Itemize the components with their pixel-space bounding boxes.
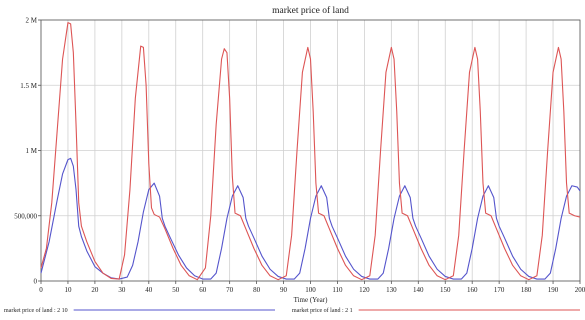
x-tick-label: 30 [118, 286, 126, 294]
x-tick-label: 70 [226, 286, 234, 294]
x-tick-label: 90 [280, 286, 288, 294]
x-tick-label: 80 [253, 286, 261, 294]
x-tick-label: 20 [91, 286, 99, 294]
y-axis-ticks: 0 500,000 1 M 1.5 M 2 M [14, 17, 41, 286]
y-tick-label: 500,000 [14, 212, 37, 220]
x-axis-ticks: 0 10 20 30 40 50 60 70 80 90 100 110 120 130 140 150 160… [39, 281, 585, 294]
x-tick-label: 160 [467, 286, 478, 294]
x-tick-label: 200 [575, 286, 585, 294]
legend: market price of land : 2 10 market price … [4, 307, 580, 314]
series-lines [40, 22, 581, 281]
x-axis-label: Time (Year) [294, 296, 329, 304]
x-tick-label: 180 [521, 286, 532, 294]
x-tick-label: 60 [199, 286, 207, 294]
y-tick-label: 1 M [26, 147, 38, 155]
y-tick-label: 1.5 M [20, 82, 38, 90]
series-line-1 [40, 157, 581, 280]
legend-label-2: market price of land : 2 1 [292, 307, 353, 314]
x-tick-label: 150 [440, 286, 451, 294]
x-tick-label: 100 [305, 286, 316, 294]
x-tick-label: 110 [332, 286, 343, 294]
legend-label-1: market price of land : 2 10 [4, 307, 68, 314]
chart-title: market price of land [272, 5, 349, 16]
y-tick-label: 2 M [26, 17, 38, 25]
x-tick-label: 140 [413, 286, 424, 294]
x-tick-label: 50 [172, 286, 180, 294]
x-tick-label: 10 [64, 286, 72, 294]
x-tick-label: 190 [548, 286, 559, 294]
x-tick-label: 130 [386, 286, 397, 294]
x-tick-label: 40 [145, 286, 153, 294]
x-tick-label: 170 [494, 286, 505, 294]
series-line-2 [40, 22, 581, 281]
x-tick-label: 0 [39, 286, 43, 294]
x-tick-label: 120 [359, 286, 370, 294]
y-tick-label: 0 [34, 278, 38, 286]
